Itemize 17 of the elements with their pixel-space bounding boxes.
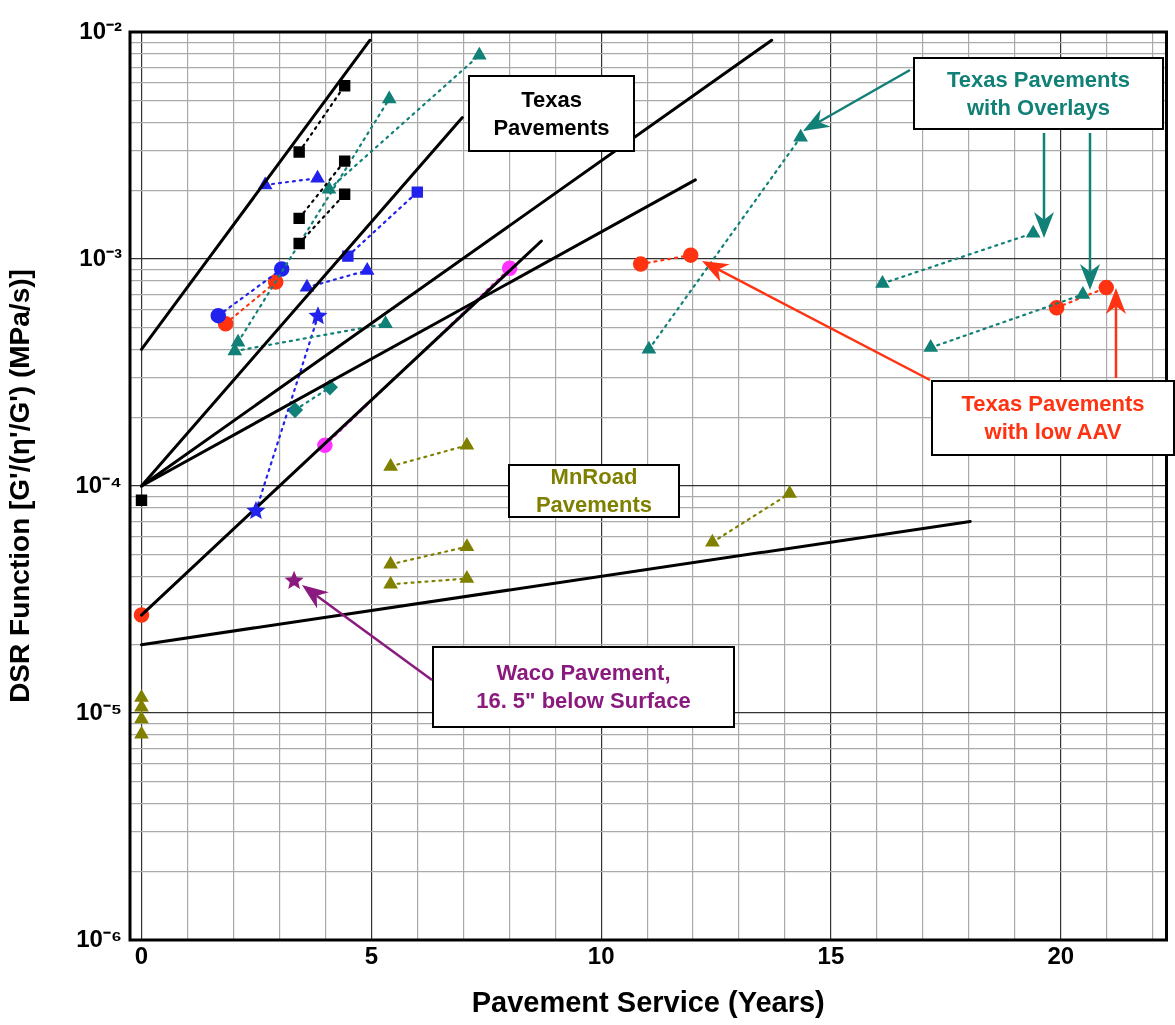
y-axis-title: DSR Function [G'/(η'/G') (MPa/s)]: [3, 269, 35, 703]
x-tick-label: 0: [134, 942, 149, 970]
y-tick-label: 10⁻⁵: [76, 697, 122, 725]
y-tick-label: 10⁻⁴: [75, 470, 122, 498]
note-box: Texas Pavements with Overlays: [913, 57, 1164, 130]
note-box: Texas Pavements: [468, 75, 635, 152]
x-tick-label: 10: [587, 942, 615, 970]
x-tick-label: 20: [1047, 942, 1075, 970]
note-box: Waco Pavement, 16. 5" below Surface: [432, 646, 735, 728]
note-box: Texas Pavements with low AAV: [931, 380, 1175, 456]
x-axis-title: Pavement Service (Years): [471, 985, 825, 1018]
note-box: MnRoad Pavements: [508, 464, 680, 518]
x-tick-label: 5: [364, 942, 378, 970]
x-tick-label: 15: [817, 942, 845, 970]
y-tick-label: 10⁻³: [79, 243, 123, 271]
y-tick-label: 10⁻²: [79, 16, 123, 44]
y-tick-label: 10⁻⁶: [76, 924, 122, 952]
